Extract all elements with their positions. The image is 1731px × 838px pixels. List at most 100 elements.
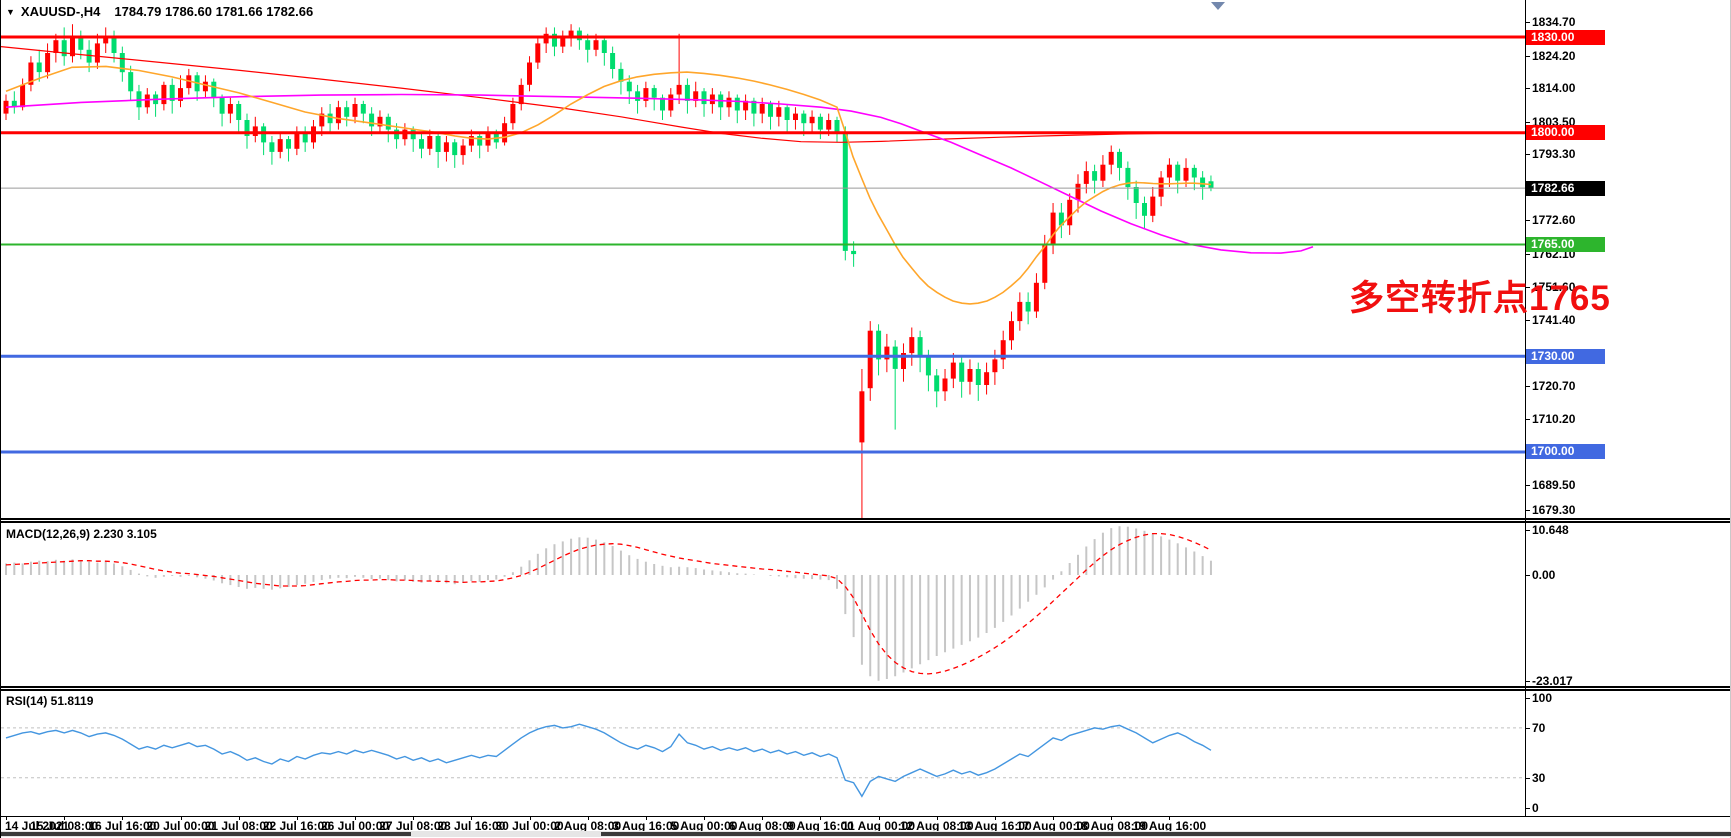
time-tick-mark bbox=[413, 816, 415, 820]
ma-magenta-line bbox=[5, 93, 1314, 254]
time-tick-mark bbox=[471, 816, 473, 820]
time-tick-mark bbox=[994, 816, 996, 820]
horizontal-scrollbar[interactable] bbox=[1, 831, 1731, 837]
price-tick-mark bbox=[1525, 485, 1530, 487]
chart-title: ▼ XAUUSD-,H4 1784.79 1786.60 1781.66 1782.… bbox=[6, 4, 313, 19]
time-axis-label: 19 Aug 16:00 bbox=[1132, 819, 1207, 833]
time-tick-mark bbox=[296, 816, 298, 820]
indicator-tick-label: -23.017 bbox=[1532, 674, 1573, 688]
price-tick-mark bbox=[1525, 253, 1530, 255]
macd-panel[interactable] bbox=[1, 523, 1525, 687]
symbol-timeframe-label: XAUUSD-,H4 bbox=[20, 4, 101, 19]
price-tick-label: 1814.00 bbox=[1532, 81, 1576, 96]
axis-divider bbox=[1525, 0, 1526, 816]
indicator-tick-label: 70 bbox=[1532, 721, 1546, 735]
time-axis-label: 30 Jul 00:00 bbox=[495, 819, 564, 833]
price-level-badge: 1765.00 bbox=[1526, 236, 1605, 252]
price-tick-label: 1710.20 bbox=[1532, 412, 1576, 427]
indicator-tick-label: 0 bbox=[1532, 801, 1539, 815]
time-tick-mark bbox=[762, 816, 764, 820]
time-axis-label: 26 Jul 00:00 bbox=[320, 819, 390, 833]
time-axis-label: 16 Jul 16:00 bbox=[88, 819, 157, 833]
price-level-badge: 1700.00 bbox=[1526, 444, 1605, 460]
price-tick-mark bbox=[1525, 287, 1530, 289]
price-tick-mark bbox=[1525, 220, 1530, 222]
indicator-tick-mark bbox=[1525, 728, 1530, 729]
price-tick-mark bbox=[1525, 154, 1530, 156]
price-tick-mark bbox=[1525, 88, 1530, 90]
time-tick-mark bbox=[1169, 816, 1171, 820]
indicator-tick-mark bbox=[1525, 530, 1530, 531]
time-axis-label: 11 Aug 00:00 bbox=[842, 819, 916, 833]
price-tick-mark bbox=[1525, 385, 1530, 387]
indicator-tick-mark bbox=[1525, 778, 1530, 779]
panel-separator bbox=[1, 686, 1731, 691]
price-tick-mark bbox=[1525, 510, 1530, 511]
annotation-text: 多空转折点1765 bbox=[1349, 279, 1611, 318]
rsi-indicator-label: RSI(14) 51.8119 bbox=[6, 694, 94, 708]
time-axis-label: 9 Aug 16:00 bbox=[786, 819, 854, 833]
indicator-tick-label: 30 bbox=[1532, 771, 1546, 785]
time-axis-label: 13 Aug 16:00 bbox=[958, 819, 1032, 833]
candlesticks bbox=[3, 24, 1214, 519]
scroll-to-latest-icon[interactable] bbox=[1211, 2, 1225, 10]
time-tick-mark bbox=[355, 816, 357, 820]
time-tick-mark bbox=[238, 816, 240, 820]
scrollbar-segment bbox=[1, 832, 411, 836]
price-tick-mark bbox=[1525, 22, 1530, 23]
time-axis-label: 21 Jul 08:00 bbox=[204, 819, 273, 833]
indicator-tick-mark bbox=[1525, 698, 1530, 699]
rsi-panel[interactable] bbox=[1, 691, 1525, 816]
indicator-tick-label: 0.00 bbox=[1532, 568, 1556, 582]
price-tick-label: 1824.20 bbox=[1532, 48, 1576, 63]
price-tick-mark bbox=[1525, 319, 1530, 321]
indicator-tick-mark bbox=[1525, 808, 1530, 809]
price-level-badge: 1800.00 bbox=[1526, 125, 1605, 141]
indicator-tick-mark bbox=[1525, 681, 1530, 682]
indicator-tick-label: 10.648 bbox=[1532, 523, 1569, 537]
price-tick-mark bbox=[1525, 121, 1530, 123]
time-axis-label: 17 Aug 00:00 bbox=[1016, 819, 1090, 833]
symbol-dropdown-icon[interactable]: ▼ bbox=[6, 7, 15, 17]
time-tick-mark bbox=[936, 816, 938, 820]
time-tick-mark bbox=[587, 816, 589, 820]
time-axis-label: 22 Jul 16:00 bbox=[262, 819, 331, 833]
price-level-badge: 1830.00 bbox=[1526, 29, 1605, 45]
time-axis-label: 15 Jul 08:00 bbox=[30, 819, 99, 833]
time-tick-mark bbox=[6, 816, 7, 820]
time-tick-mark bbox=[64, 816, 66, 820]
time-axis-divider bbox=[1, 816, 1731, 817]
ma-red-line bbox=[1, 46, 1207, 143]
indicator-tick-label: 100 bbox=[1532, 691, 1553, 705]
time-tick-mark bbox=[820, 816, 822, 820]
time-axis-label: 3 Aug 16:00 bbox=[612, 819, 680, 833]
price-tick-label: 1679.30 bbox=[1532, 503, 1576, 517]
time-axis-label: 12 Aug 08:00 bbox=[899, 819, 974, 833]
price-level-badge: 1730.00 bbox=[1526, 348, 1605, 364]
main-price-chart[interactable] bbox=[1, 0, 1525, 519]
price-tick-label: 1720.70 bbox=[1532, 378, 1576, 393]
time-tick-mark bbox=[122, 816, 124, 820]
price-tick-label: 1772.60 bbox=[1532, 213, 1576, 228]
time-tick-mark bbox=[1053, 816, 1055, 820]
time-axis-label: 2 Aug 08:00 bbox=[554, 819, 622, 833]
time-tick-mark bbox=[180, 816, 182, 820]
time-tick-mark bbox=[704, 816, 706, 820]
macd-signal-line bbox=[5, 532, 1212, 675]
price-tick-label: 1741.40 bbox=[1532, 312, 1576, 327]
time-axis-label: 6 Aug 08:00 bbox=[728, 819, 796, 833]
time-axis-label: 20 Jul 00:00 bbox=[146, 819, 215, 833]
price-tick-label: 1834.70 bbox=[1532, 15, 1576, 29]
price-level-badge: 1782.66 bbox=[1526, 180, 1605, 196]
ma-orange-line bbox=[5, 65, 1212, 305]
panel-separator bbox=[1, 518, 1731, 523]
price-tick-label: 1689.50 bbox=[1532, 478, 1576, 493]
time-axis-label: 28 Jul 16:00 bbox=[437, 819, 506, 833]
rsi-line bbox=[5, 723, 1212, 798]
macd-histogram bbox=[5, 526, 1212, 681]
time-tick-mark bbox=[645, 816, 647, 820]
price-tick-mark bbox=[1525, 419, 1530, 421]
price-tick-label: 1793.30 bbox=[1532, 147, 1576, 162]
indicator-tick-mark bbox=[1525, 575, 1530, 576]
